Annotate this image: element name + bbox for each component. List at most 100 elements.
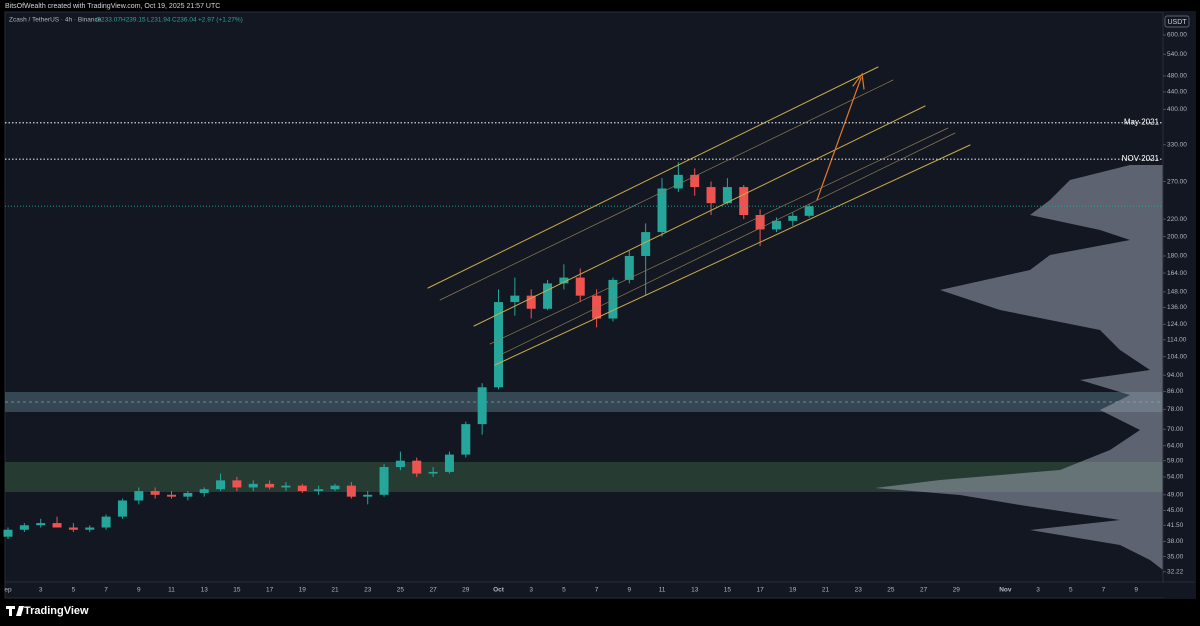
time-tick-label: 13 (201, 587, 209, 594)
time-tick-label: 27 (920, 587, 928, 594)
currency-box[interactable] (1164, 15, 1190, 28)
candle-body (117, 500, 127, 517)
candle-body (281, 485, 291, 488)
time-ticks: ep 3 5 7 9 11 13 15 17 19 21 23 25 27 29 Oct 3 5 7 9 11 13 15 1… (4, 587, 1138, 594)
logo-mark (6, 606, 24, 616)
time-tick-label: 27 (429, 587, 437, 594)
price-tick-label: 600.00 (1167, 32, 1187, 39)
time-tick-label: 29 (462, 587, 470, 594)
time-tick-label: 5 (1069, 587, 1073, 594)
price-tick-label: 70.00 (1167, 426, 1184, 433)
candle-body (526, 295, 536, 309)
time-tick-label: 19 (299, 587, 307, 594)
time-tick-label: 17 (756, 587, 764, 594)
price-tick-label: 440.00 (1167, 89, 1187, 96)
candle-body (314, 489, 324, 492)
price-tick-label: 540.00 (1167, 51, 1187, 58)
volume-profile (875, 165, 1163, 570)
candle-body (673, 174, 683, 189)
channel-mid (473, 105, 926, 327)
symbol-line: Zcash / TetherUS · 4h · Binance O233.07 … (9, 17, 243, 24)
projection-arrow (816, 77, 862, 201)
candle-body (346, 485, 356, 497)
open: O233.07 (96, 17, 121, 24)
time-tick-label: Nov (999, 587, 1012, 594)
candle-body (788, 215, 798, 221)
level-name: May 2021 (1124, 117, 1160, 126)
time-tick-label: 5 (72, 587, 76, 594)
level-name: NOV 2021 (1122, 154, 1160, 163)
candle-body (216, 480, 226, 490)
price-tick-label: 38.00 (1167, 538, 1184, 545)
candle-body (297, 485, 307, 492)
currency: USDT (1167, 19, 1187, 26)
channel (427, 66, 971, 366)
time-tick-label: 11 (659, 587, 666, 594)
candle-body (510, 295, 520, 303)
price-tick-label: 400.00 (1167, 106, 1187, 113)
time-tick-label: Oct (493, 587, 505, 594)
low: L231.94 (147, 17, 171, 24)
candle-body (379, 467, 389, 495)
candle-body (101, 516, 111, 528)
price-tick-label: 180.00 (1167, 253, 1187, 260)
time-tick-label: 23 (364, 587, 372, 594)
time-tick-label: 15 (724, 587, 732, 594)
time-tick-label: 25 (397, 587, 405, 594)
price-tick-label: 136.00 (1167, 304, 1187, 311)
time-tick-label: 17 (266, 587, 274, 594)
price-tick-label: 270.00 (1167, 178, 1187, 185)
price-tick-label: 78.00 (1167, 406, 1184, 413)
time-tick-label: 23 (855, 587, 863, 594)
price-tick-label: 86.00 (1167, 388, 1184, 395)
candle-body (248, 483, 258, 488)
candle-body (363, 494, 373, 497)
change: +2.97 (+1.27%) (198, 17, 243, 24)
time-tick-label: 21 (822, 587, 830, 594)
time-tick-label: 3 (39, 587, 43, 594)
channel-line (489, 127, 949, 345)
price-tick-label: 148.00 (1167, 289, 1187, 296)
time-tick-label: 15 (233, 587, 241, 594)
time-tick-label: 7 (1102, 587, 1106, 594)
time-tick-label: 21 (331, 587, 339, 594)
arrow-head (852, 72, 865, 90)
price-tick-label: 64.00 (1167, 442, 1184, 449)
channel-bottom (494, 144, 971, 366)
price-tick-label: 54.00 (1167, 474, 1184, 481)
time-tick-label: 19 (789, 587, 797, 594)
candle-body (543, 283, 553, 309)
time-tick-label: 9 (1134, 587, 1138, 594)
brand: TradingView (24, 605, 89, 617)
time-tick-label: ep (4, 587, 12, 594)
price-tick-label: 114.00 (1167, 337, 1187, 344)
price-tick-label: 200.00 (1167, 233, 1187, 240)
channel-line (499, 132, 956, 356)
candle-body (444, 454, 454, 472)
candle-body (167, 494, 176, 497)
price-tick-label: 104.00 (1167, 353, 1187, 360)
candle-body (706, 187, 716, 204)
candle-body (804, 206, 814, 216)
candle-body (641, 232, 651, 256)
candle-body (592, 295, 602, 319)
time-tick-label: 9 (627, 587, 631, 594)
price-tick-label: 35.00 (1167, 553, 1184, 560)
candle-body (134, 491, 144, 501)
time-tick-label: 29 (953, 587, 961, 594)
candle-body (739, 187, 749, 216)
time-tick-label: 5 (562, 587, 566, 594)
candle-body (624, 255, 634, 280)
brand-logo: TradingView (6, 605, 89, 617)
price-axis (1163, 12, 1195, 598)
channel-top (427, 66, 879, 289)
candle-body (657, 188, 667, 233)
price-tick-label: 164.00 (1167, 270, 1187, 277)
price-tick-label: 220.00 (1167, 216, 1187, 223)
price-ticks: 600.00 540.00 480.00 440.00 400.00 330.00 270.… (1163, 32, 1187, 575)
candle-body (183, 492, 193, 497)
time-tick-label: 11 (168, 587, 175, 594)
price-tick-label: 59.00 (1167, 457, 1184, 464)
high: H239.15 (121, 17, 146, 24)
